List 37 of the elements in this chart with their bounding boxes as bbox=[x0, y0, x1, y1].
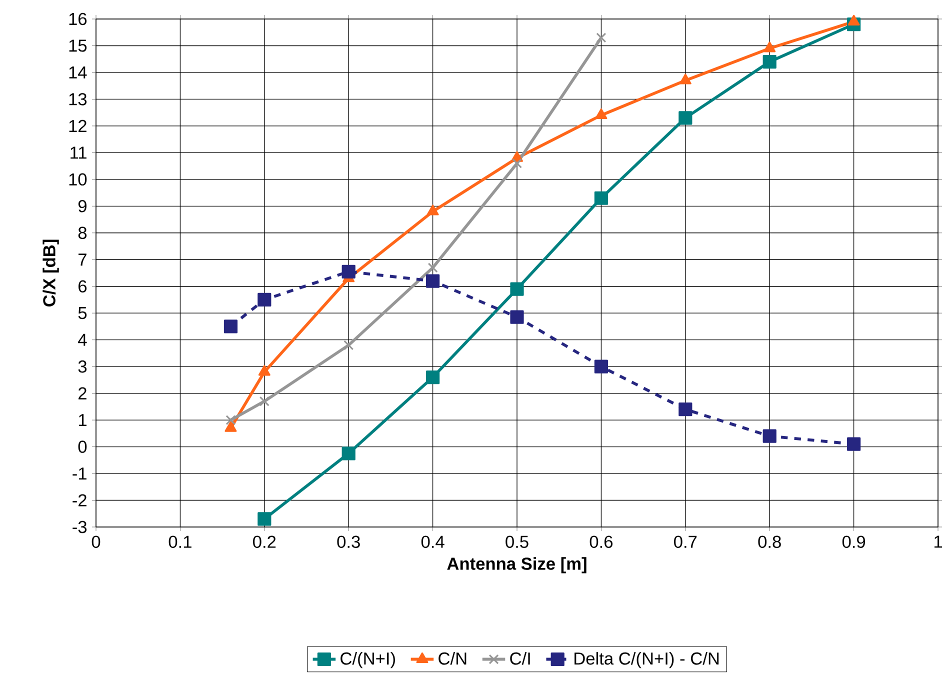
y-tick-label: 9 bbox=[78, 200, 86, 212]
y-tick-label: -2 bbox=[72, 494, 86, 506]
legend-label: C/I bbox=[510, 652, 530, 665]
y-tick-label: 14 bbox=[69, 66, 87, 78]
y-tick-label: 15 bbox=[69, 40, 87, 52]
y-tick-label: 5 bbox=[78, 307, 87, 320]
y-tick-label: 6 bbox=[78, 280, 87, 292]
y-tick-label: 2 bbox=[78, 387, 86, 400]
y-tick-label: 13 bbox=[69, 93, 87, 106]
y-tick-label: 0 bbox=[78, 440, 87, 453]
x-tick-label: 0.9 bbox=[842, 536, 866, 548]
x-tick-label: 0.7 bbox=[674, 536, 697, 548]
x-tick-label: 0.6 bbox=[590, 536, 613, 548]
y-tick-label: -1 bbox=[72, 468, 86, 480]
legend-label: C/N bbox=[438, 652, 466, 665]
x-tick-label: 0.3 bbox=[337, 536, 360, 548]
y-tick-label: -3 bbox=[72, 520, 87, 534]
y-tick-label: 4 bbox=[78, 334, 87, 346]
x-axis-title: Antenna Size [m] bbox=[447, 557, 586, 574]
y-tick-label: 8 bbox=[78, 226, 87, 240]
x-tick-label: 0.1 bbox=[168, 536, 192, 548]
legend-label: C/(N+I) bbox=[340, 652, 395, 668]
x-tick-label: 0.8 bbox=[758, 536, 781, 548]
y-tick-label: 16 bbox=[69, 12, 87, 26]
x-tick-label: 0 bbox=[92, 536, 100, 548]
y-tick-label: 7 bbox=[78, 254, 86, 266]
y-tick-label: 12 bbox=[69, 120, 86, 132]
legend-label: Delta C/(N+I) - C/N bbox=[574, 652, 719, 668]
y-tick-label: 10 bbox=[69, 173, 87, 186]
y-tick-label: 11 bbox=[70, 146, 86, 159]
y-axis-title: C/X [dB] bbox=[42, 240, 59, 306]
y-tick-label: 3 bbox=[78, 360, 87, 373]
x-tick-label: 0.5 bbox=[506, 536, 528, 548]
x-tick-label: 0.2 bbox=[253, 536, 276, 548]
x-tick-label: 1 bbox=[934, 536, 942, 548]
y-tick-label: 1 bbox=[78, 414, 86, 426]
x-tick-label: 0.4 bbox=[421, 536, 444, 548]
